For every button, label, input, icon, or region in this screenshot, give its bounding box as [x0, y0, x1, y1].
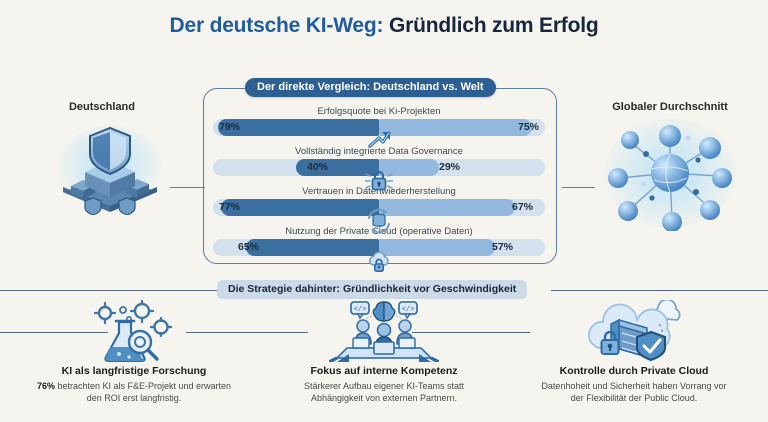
side-label-deutschland: Deutschland [68, 101, 135, 113]
flask-gears-icon [93, 300, 173, 362]
strategy-connector [412, 332, 468, 333]
bar-global [379, 159, 439, 176]
connector-line-right [562, 187, 595, 188]
title-rest: Gründlich zum Erfolg [388, 14, 599, 37]
bar-track [213, 119, 545, 148]
comparison-badge: Der direkte Vergleich: Deutschland vs. W… [245, 78, 496, 97]
pct-deutschland: 65% [238, 241, 260, 253]
growth-arrow-icon [368, 131, 391, 148]
column-desc-text: betrachten KI als F&E-Projekt und erwart… [54, 381, 232, 404]
column-highlight: 76% [36, 381, 55, 391]
column-title: Fokus auf interne Kompetenz [310, 365, 458, 377]
strategy-column: Kontrolle durch Private Cloud Datenhohei… [518, 300, 750, 405]
bar-track [213, 159, 545, 191]
team-brain-icon: </> </> [329, 301, 439, 362]
bar-deutschland [217, 119, 379, 136]
column-desc: Datenhoheit und Sicherheit haben Vorrang… [541, 381, 727, 404]
comparison-row: Vertrauen in Datenwiederherstellung 77% … [203, 186, 555, 234]
row-label: Vollständig integrierte Data Governance [295, 146, 463, 157]
pct-global: 29% [438, 161, 460, 173]
strategy-column: </> </> Fokus auf interne Kompetenz Stär… [268, 300, 500, 405]
svg-text:</>: </> [402, 306, 415, 314]
comparison-row: Vollständig integrierte Data Governance … [203, 146, 555, 191]
connector-line-left [170, 187, 205, 188]
strategy-connector [186, 332, 240, 333]
pct-deutschland: 40% [307, 161, 329, 173]
pct-global: 75% [517, 121, 539, 133]
bar-track [213, 199, 545, 234]
page-title: Der deutsche KI-Weg: Gründlich zum Erfol… [0, 14, 768, 38]
row-label: Vertrauen in Datenwiederherstellung [302, 186, 456, 197]
bar-deutschland [246, 239, 379, 256]
shield-server-icon [58, 126, 162, 215]
lock-icon [365, 170, 393, 191]
pct-deutschland: 77% [219, 201, 241, 213]
bar-deutschland [221, 199, 379, 216]
pct-global: 57% [491, 241, 513, 253]
comparison-row: Erfolgsquote bei Ki-Projekten 79% 75% [203, 106, 555, 148]
title-accent: Der deutsche KI-Weg: [169, 14, 384, 37]
strategy-line-left [0, 290, 218, 291]
column-title: KI als langfristige Forschung [61, 365, 207, 377]
column-desc: Stärkerer Aufbau eigener KI-Teams statt … [303, 381, 465, 404]
strategy-connector [0, 332, 108, 333]
bar-global [379, 239, 496, 256]
bar-global [379, 119, 532, 136]
column-desc: 76% betrachten KI als F&E-Projekt und er… [18, 380, 250, 405]
bar-global [379, 199, 516, 216]
global-network-icon [604, 118, 736, 231]
strategy-badge: Die Strategie dahinter: Gründlichkeit vo… [217, 280, 528, 299]
strategy-line-right [551, 290, 768, 291]
pct-deutschland: 79% [219, 121, 241, 133]
pct-global: 67% [511, 201, 533, 213]
bar-track [213, 239, 545, 272]
strategy-connector [240, 332, 308, 333]
row-label: Erfolgsquote bei Ki-Projekten [317, 106, 441, 117]
column-title: Kontrolle durch Private Cloud [559, 365, 709, 377]
strategy-connector [464, 332, 530, 333]
strategy-column: KI als langfristige Forschung 76% betrac… [18, 300, 250, 405]
side-label-global: Globaler Durchschnitt [612, 101, 728, 113]
database-refresh-icon [368, 208, 390, 234]
cloud-lock-icon [369, 251, 389, 272]
svg-text:</>: </> [354, 306, 367, 314]
cloud-server-shield-icon [588, 300, 681, 362]
bar-deutschland [296, 159, 379, 176]
